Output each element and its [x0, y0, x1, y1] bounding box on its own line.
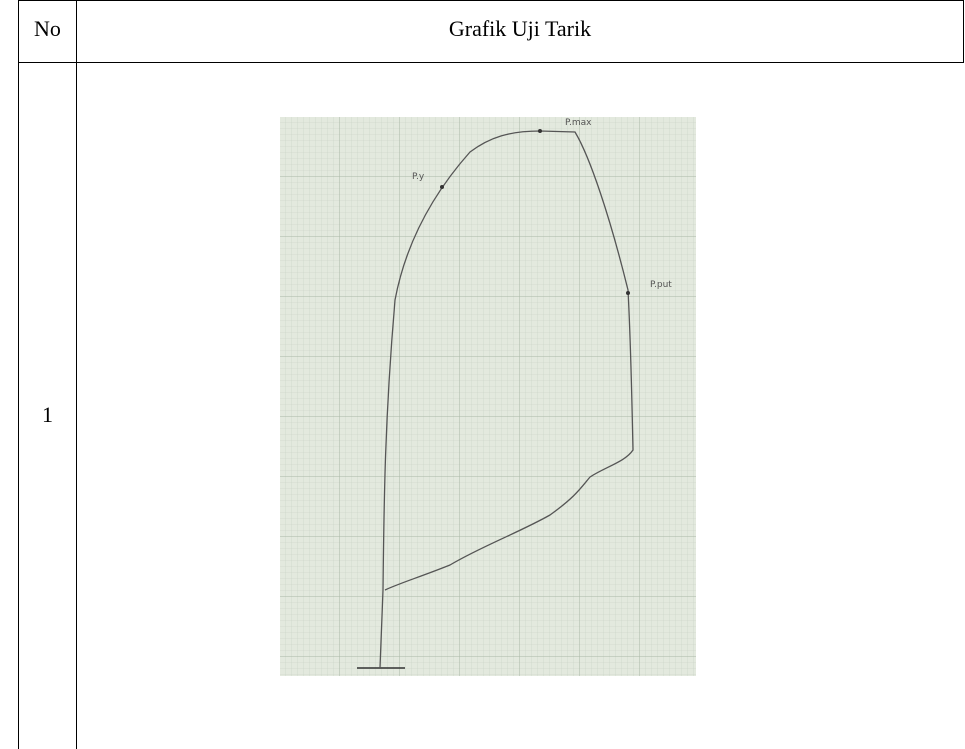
figure-label: P.max [565, 118, 592, 128]
point-marker [440, 185, 444, 189]
point-marker [626, 291, 630, 295]
graph-grid [280, 117, 696, 676]
row-number: 1 [19, 402, 76, 428]
figure-label: P.put [650, 280, 672, 290]
table-border [18, 0, 19, 749]
table-border [963, 0, 964, 63]
table-border [76, 0, 77, 749]
table-border [18, 0, 964, 1]
tensile-graph: P.y P.max P.put [280, 117, 696, 676]
table-border [18, 62, 964, 63]
header-grafik: Grafik Uji Tarik [77, 16, 963, 42]
figure-label: P.y [412, 172, 425, 182]
point-marker [538, 129, 542, 133]
page: No Grafik Uji Tarik 1 P.y P.max P.put ((… [0, 0, 965, 749]
header-no: No [19, 16, 76, 42]
